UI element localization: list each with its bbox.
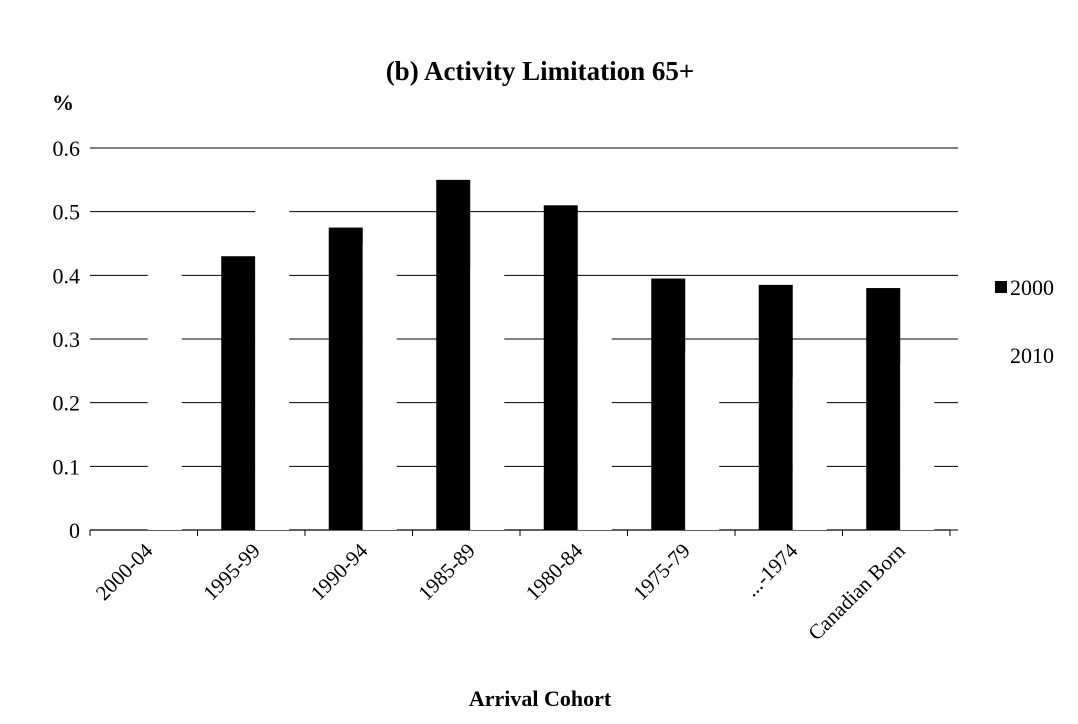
y-tick-label: 0.4 [53,263,81,288]
bar [685,351,720,530]
bar [221,256,256,530]
bar [362,243,397,530]
bar [866,288,901,530]
legend-swatch [995,349,1007,361]
bar [651,278,686,530]
bar [436,179,471,531]
legend-label: 2000 [1010,275,1054,300]
bar [255,192,290,531]
chart-title: (b) Activity Limitation 65+ [386,56,695,86]
y-tick-label: 0.2 [53,391,81,416]
y-tick-label: 0 [69,518,80,543]
y-axis-label: % [52,90,74,115]
bar [577,319,612,530]
bar [147,243,182,530]
legend-label: 2010 [1010,343,1054,368]
y-tick-label: 0.5 [53,200,81,225]
bar [900,364,935,530]
y-tick-label: 0.3 [53,327,81,352]
bar [328,227,363,531]
legend-swatch [995,281,1007,293]
x-axis-label: Arrival Cohort [469,686,612,711]
bar [470,268,505,530]
bar [792,377,827,530]
bar [758,284,793,530]
y-tick-label: 0.6 [53,136,81,161]
bar [543,205,578,531]
y-tick-label: 0.1 [53,454,81,479]
